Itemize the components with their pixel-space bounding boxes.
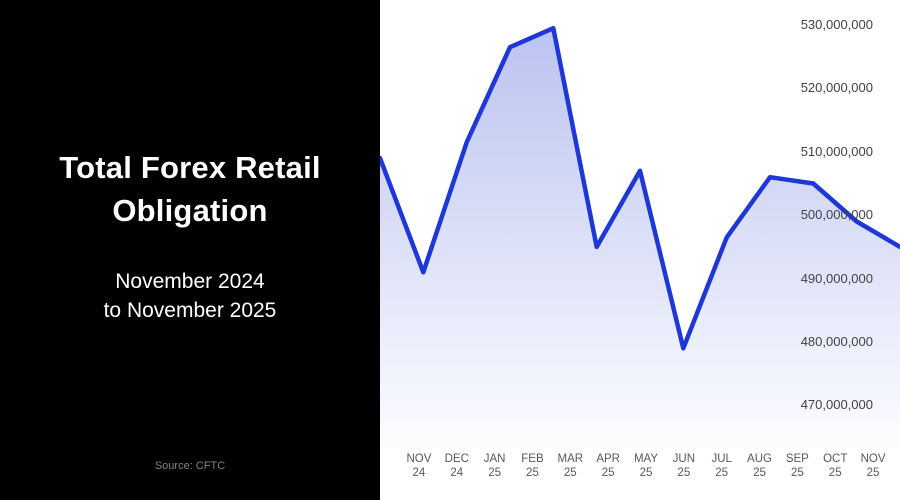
title-block: Total Forex Retail Obligation November 2… [59, 146, 320, 327]
chart-canvas [380, 25, 900, 448]
x-axis-label: JUL 25 [711, 453, 732, 479]
y-axis-label: 490,000,000 [800, 270, 873, 286]
area-chart: 530,000,000 520,000,000 510,000,000 500,000… [380, 0, 900, 500]
y-axis-label: 510,000,000 [800, 143, 873, 159]
y-axis-label: 520,000,000 [800, 80, 873, 96]
subtitle-line-2: to November 2025 [103, 299, 277, 323]
page-title: Total Forex Retail Obligation [59, 146, 320, 233]
title-line-1: Total Forex Retail [59, 149, 321, 185]
x-axis-label: DEC 24 [444, 453, 469, 479]
x-axis-label: MAY 25 [633, 453, 659, 479]
x-axis-label: SEP 25 [785, 453, 809, 479]
x-axis-label: NOV 25 [860, 453, 886, 479]
x-axis-label: APR 25 [596, 453, 620, 479]
x-axis-label: FEB 25 [521, 453, 544, 479]
title-line-2: Obligation [112, 193, 268, 229]
x-axis-label: AUG 25 [747, 453, 772, 479]
x-axis: NOV 24 DEC 24 JAN 25 FEB 25 MAR 25 APR 25 MAY 25 JUN 25… [380, 452, 900, 496]
x-axis-label: NOV 24 [406, 453, 432, 479]
subtitle-line-1: November 2024 [115, 270, 265, 294]
source-credit: Source: CFTC [154, 460, 226, 472]
y-axis-label: 470,000,000 [800, 397, 873, 413]
y-axis-label: 480,000,000 [800, 334, 873, 349]
data-line [380, 25, 900, 351]
title-panel: Total Forex Retail Obligation November 2… [0, 0, 380, 500]
area-fill [380, 28, 900, 448]
page-subtitle: November 2024 to November 2025 [104, 268, 277, 326]
x-axis-label: OCT 25 [823, 453, 848, 479]
x-axis-label: MAR 25 [557, 453, 584, 479]
y-axis-label: 500,000,000 [800, 207, 873, 223]
y-axis-label: 530,000,000 [800, 17, 873, 32]
x-axis-label: JAN 25 [483, 453, 506, 479]
y-axis: 530,000,000 520,000,000 510,000,000 500,000… [380, 0, 900, 450]
x-axis-label: JUN 25 [672, 453, 696, 479]
